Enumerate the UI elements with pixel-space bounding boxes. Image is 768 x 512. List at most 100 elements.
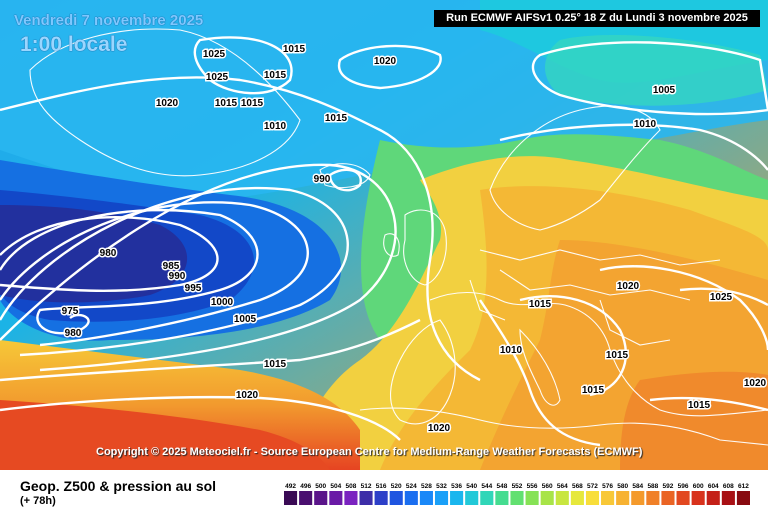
legend-swatch [585,491,600,505]
isobar-1005-northeast [531,41,768,116]
isobar-1020-south [0,395,401,441]
legend-value: 576 [602,483,613,490]
legend-value: 592 [663,483,674,490]
scandinavia-outline [489,105,661,231]
isobar-label: 995 [185,283,202,294]
legend-value: 508 [346,483,357,490]
isobar-label: 990 [314,174,331,185]
legend-value: 612 [738,483,749,490]
legend-swatch [284,491,298,505]
legend-value: 584 [632,483,643,490]
legend-swatch [616,491,630,505]
legend-value: 512 [361,483,372,490]
isobar-990-iceland [328,168,362,192]
forecast-lead-time: (+ 78h) [20,495,56,507]
legend-swatch [314,491,328,505]
isobar-975 [0,209,259,335]
legend-value: 532 [436,483,447,490]
legend-value: 596 [678,483,689,490]
legend-swatch [691,491,705,505]
isobar-label: 1010 [634,119,657,130]
isobars [0,36,768,447]
legend-value: 568 [572,483,583,490]
isobar-label: 1020 [374,56,397,67]
legend-value: 564 [557,483,568,490]
legend-swatch [555,491,569,505]
legend-swatch [450,491,464,505]
isobar-label: 1015 [283,44,306,55]
isobar-label: 1000 [211,297,234,308]
legend-swatch [434,491,449,505]
isobar-label: 1015 [325,113,348,124]
z500-low-core [0,205,188,303]
legend-value: 524 [406,483,417,490]
isobar-label: 1020 [236,390,259,401]
isobar-label: 1020 [744,378,767,389]
forecast-date: Vendredi 7 novembre 2025 [14,12,204,29]
legend-swatch [344,491,358,505]
legend-swatch [570,491,584,505]
legend-swatch [736,491,750,505]
isobar-label: 1015 [582,385,605,396]
z500-band-southeast [620,371,768,470]
legend-swatch [480,491,494,505]
legend-value: 516 [376,483,387,490]
copyright-notice: Copyright © 2025 Meteociel.fr - Source E… [96,446,643,458]
legend-value: 492 [285,483,296,490]
isobar-label: 1010 [500,345,523,356]
legend-value: 588 [647,483,658,490]
legend-swatch [299,491,313,505]
legend-value: 604 [708,483,719,490]
color-scale-legend: 492 496 500 504 508 512 516 520 524 528 532 536 540 5… [284,483,750,505]
legend-swatch [631,491,645,505]
coastlines [29,28,768,446]
map-title: Geop. Z500 & pression au sol [20,478,217,494]
isobar-label: 1015 [264,70,287,81]
isobar-1005 [0,163,397,372]
isobar-label: 1015 [264,359,287,370]
legend-value: 536 [451,483,462,490]
isobar-label: 1015 [215,98,238,109]
isobar-label: 1015 [241,98,264,109]
greenland-outline [29,28,301,177]
isobar-1015-south [0,318,421,382]
legend-swatch [374,491,388,505]
legend-swatch [465,491,479,505]
legend-value: 608 [723,483,734,490]
legend-value: 580 [617,483,628,490]
legend-swatch [525,491,539,505]
isobar-1010 [0,76,481,382]
legend-value: 540 [466,483,477,490]
legend-value: 560 [542,483,553,490]
isobar-label: 1020 [156,98,179,109]
forecast-map: 1025 1015 1020 1025 1015 1015 1015 1020 … [0,0,768,470]
legend-swatch [389,491,403,505]
isobar-1010-med [479,299,601,447]
isobar-1020-north [337,44,442,90]
isobar-label: 1015 [529,299,552,310]
isobar-label: 1025 [206,72,229,83]
legend-swatch [601,491,615,505]
isobar-label: 975 [62,306,79,317]
isobar-label: 1020 [428,423,451,434]
model-run-label: Run ECMWF AIFSv1 0.25° 18 Z du Lundi 3 n… [434,10,760,27]
forecast-time: 1:00 locale [20,33,128,56]
europe-south-coast [429,292,768,417]
legend-swatch [661,491,675,505]
legend-swatch [706,491,720,505]
isobar-1025-greenland [193,36,293,95]
legend-swatch [495,491,509,505]
legend-value: 572 [587,483,598,490]
ireland-outline [383,233,400,257]
z500-band-northeast [545,35,768,106]
legend-value: 544 [481,483,492,490]
legend-value: 552 [512,483,523,490]
isobar-label: 980 [100,248,117,259]
legend-swatch [419,491,433,505]
legend-swatch [721,491,735,505]
isobar-label: 1005 [653,85,676,96]
legend-swatch [404,491,418,505]
isobar-990 [0,201,309,347]
isobar-label: 985 [163,261,180,272]
isobar-1010-north [499,123,768,171]
